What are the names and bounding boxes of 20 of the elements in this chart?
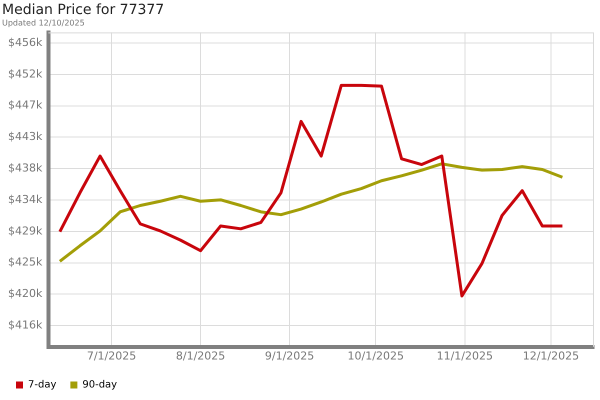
y-tick-label: $416k <box>8 318 43 332</box>
chart-subtitle: Updated 12/10/2025 <box>2 18 85 28</box>
y-tick-label: $452k <box>8 67 43 80</box>
y-tick-label: $434k <box>8 192 43 206</box>
x-tick-label: 12/1/2025 <box>522 349 580 362</box>
x-tick-label: 9/1/2025 <box>264 349 314 362</box>
chart-title: Median Price for 77377 <box>2 2 164 18</box>
x-tick-label: 7/1/2025 <box>86 349 136 362</box>
y-tick-label: $443k <box>8 130 43 144</box>
x-tick-label: 10/1/2025 <box>348 349 404 362</box>
y-tick-label: $429k <box>8 224 43 238</box>
y-tick-label: $420k <box>8 287 43 300</box>
y-tick-label: $447k <box>8 98 43 112</box>
y-tick-label: $425k <box>8 256 43 269</box>
x-tick-label: 8/1/2025 <box>176 349 226 362</box>
y-tick-label: $438k <box>8 161 43 174</box>
y-tick-label: $456k <box>8 36 43 49</box>
legend-label: 7-day <box>28 380 56 391</box>
x-tick-label: 11/1/2025 <box>436 349 493 362</box>
legend-label: 90-day <box>82 380 118 391</box>
